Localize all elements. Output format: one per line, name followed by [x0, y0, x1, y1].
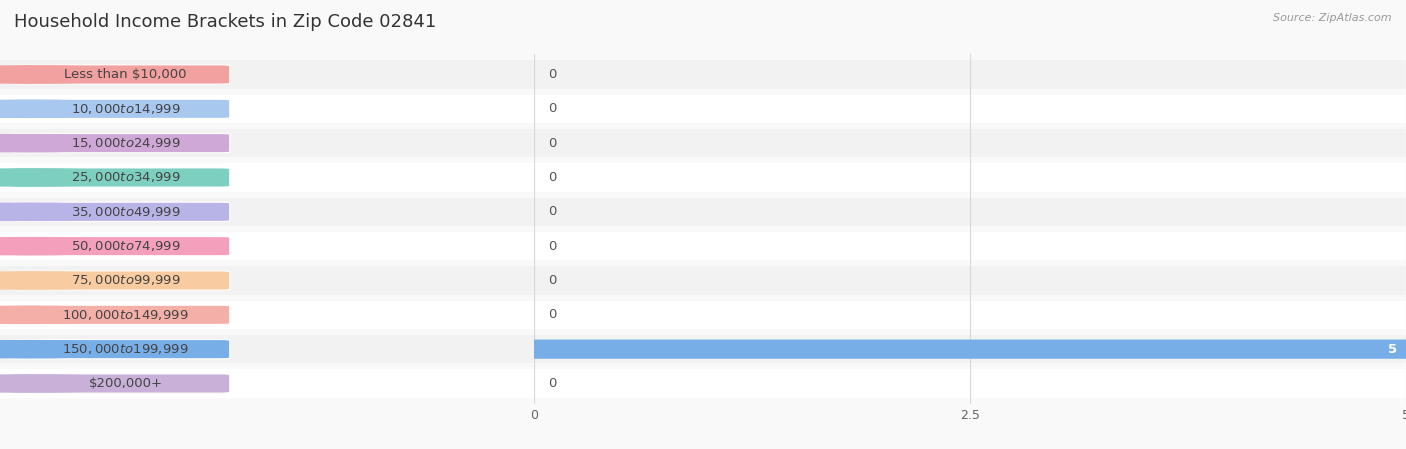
Bar	[0, 129, 534, 157]
Circle shape	[0, 135, 162, 152]
Bar	[0, 95, 534, 123]
Bar	[534, 129, 1406, 157]
Bar	[534, 335, 1406, 363]
Bar	[534, 370, 1406, 397]
Bar	[534, 370, 1406, 397]
Circle shape	[0, 100, 162, 117]
Text: $25,000 to $34,999: $25,000 to $34,999	[70, 171, 180, 185]
Bar	[534, 61, 1406, 88]
Text: 0: 0	[548, 308, 557, 321]
FancyBboxPatch shape	[11, 133, 229, 153]
Bar	[534, 198, 1406, 226]
Text: Household Income Brackets in Zip Code 02841: Household Income Brackets in Zip Code 02…	[14, 13, 436, 31]
Text: 0: 0	[548, 205, 557, 218]
Bar	[0, 370, 534, 397]
Text: Less than $10,000: Less than $10,000	[65, 68, 187, 81]
Bar	[0, 95, 534, 123]
Text: 5: 5	[1388, 343, 1398, 356]
Text: 0: 0	[548, 274, 557, 287]
Text: $15,000 to $24,999: $15,000 to $24,999	[70, 136, 180, 150]
Bar	[0, 232, 534, 260]
FancyBboxPatch shape	[11, 374, 229, 393]
Bar	[534, 266, 1406, 295]
Bar	[534, 198, 1406, 226]
Bar	[534, 266, 1406, 295]
Bar	[534, 335, 1406, 363]
Bar	[0, 61, 534, 88]
Bar	[0, 163, 534, 192]
FancyBboxPatch shape	[11, 271, 229, 290]
Text: $35,000 to $49,999: $35,000 to $49,999	[70, 205, 180, 219]
Circle shape	[0, 238, 162, 255]
Text: 0: 0	[548, 68, 557, 81]
Bar	[534, 95, 1406, 123]
Bar	[534, 232, 1406, 260]
Text: 0: 0	[548, 102, 557, 115]
Bar	[0, 129, 534, 157]
Text: $150,000 to $199,999: $150,000 to $199,999	[62, 342, 188, 356]
Bar	[0, 266, 534, 295]
Bar	[0, 370, 534, 397]
Bar	[534, 232, 1406, 260]
Text: 0: 0	[548, 240, 557, 253]
Text: 0: 0	[548, 171, 557, 184]
Bar	[534, 301, 1406, 329]
Text: $50,000 to $74,999: $50,000 to $74,999	[70, 239, 180, 253]
Text: $200,000+: $200,000+	[89, 377, 163, 390]
Text: $10,000 to $14,999: $10,000 to $14,999	[70, 102, 180, 116]
FancyBboxPatch shape	[531, 339, 1406, 359]
Bar	[534, 61, 1406, 88]
Bar	[534, 95, 1406, 123]
Text: 0: 0	[548, 377, 557, 390]
Bar	[0, 61, 534, 88]
Text: $75,000 to $99,999: $75,000 to $99,999	[70, 273, 180, 287]
Bar	[0, 335, 534, 363]
Bar	[0, 335, 534, 363]
Circle shape	[0, 272, 162, 289]
Bar	[0, 198, 534, 226]
Bar	[534, 129, 1406, 157]
FancyBboxPatch shape	[11, 202, 229, 221]
Bar	[0, 232, 534, 260]
Bar	[0, 301, 534, 329]
FancyBboxPatch shape	[11, 237, 229, 256]
Circle shape	[0, 66, 162, 83]
FancyBboxPatch shape	[11, 305, 229, 325]
FancyBboxPatch shape	[11, 339, 229, 359]
Text: 0: 0	[548, 136, 557, 150]
FancyBboxPatch shape	[11, 65, 229, 84]
Bar	[0, 163, 534, 192]
Bar	[0, 301, 534, 329]
Bar	[534, 301, 1406, 329]
Text: $100,000 to $149,999: $100,000 to $149,999	[62, 308, 188, 322]
Bar	[0, 198, 534, 226]
Circle shape	[0, 306, 162, 323]
Circle shape	[0, 341, 162, 358]
Bar	[534, 163, 1406, 192]
Bar	[0, 266, 534, 295]
FancyBboxPatch shape	[11, 99, 229, 119]
Circle shape	[0, 203, 162, 220]
FancyBboxPatch shape	[11, 168, 229, 187]
Circle shape	[0, 375, 162, 392]
Circle shape	[0, 169, 162, 186]
Text: Source: ZipAtlas.com: Source: ZipAtlas.com	[1274, 13, 1392, 23]
Bar	[534, 163, 1406, 192]
